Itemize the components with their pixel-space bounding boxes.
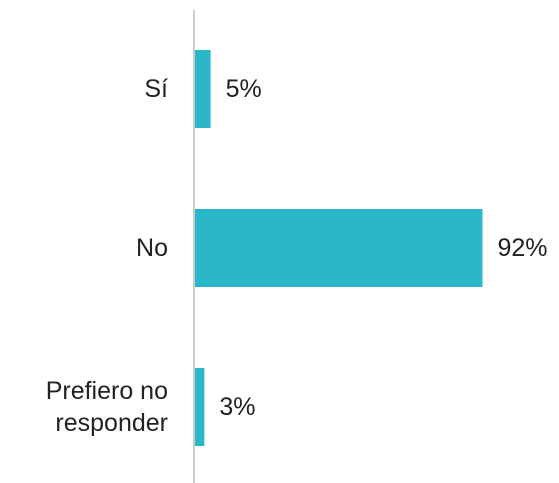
data-label: 92% (498, 234, 548, 262)
category-tick-label: No (136, 234, 168, 262)
bar (195, 50, 211, 128)
bar (195, 368, 205, 446)
data-label: 5% (226, 75, 262, 103)
bar (195, 209, 483, 287)
category-tick-label: Prefiero no responder (46, 377, 168, 437)
data-label: 3% (219, 393, 255, 421)
category-tick-label: Sí (144, 75, 168, 103)
